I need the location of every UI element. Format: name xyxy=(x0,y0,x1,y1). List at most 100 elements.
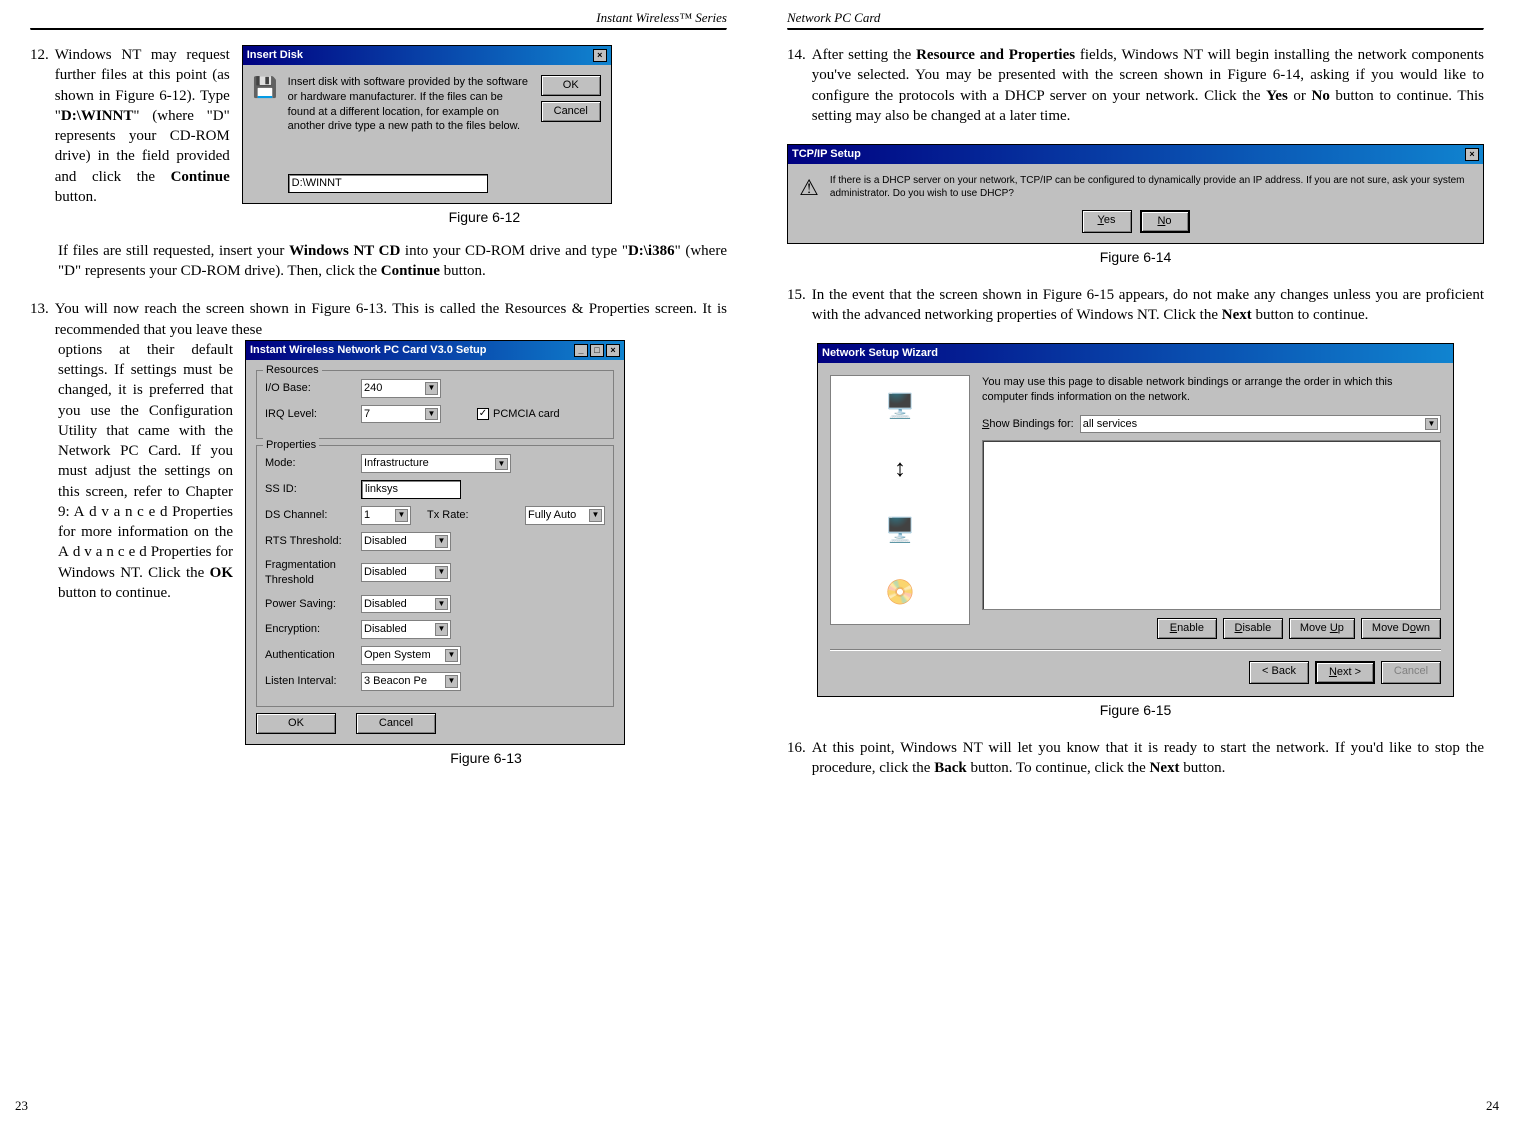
wizard-titlebar: Network Setup Wizard xyxy=(818,344,1453,363)
txrate-label: Tx Rate: xyxy=(427,508,469,523)
show-bindings-select[interactable]: all services▼ xyxy=(1080,415,1441,434)
no-button[interactable]: No xyxy=(1140,210,1190,233)
insert-disk-title: Insert Disk xyxy=(247,48,303,63)
step-12-text: Windows NT may request further files at … xyxy=(55,45,230,207)
left-page: Instant Wireless™ Series 12. Windows NT … xyxy=(0,0,757,1124)
yes-button[interactable]: Yes xyxy=(1082,210,1132,233)
wizard-illustration: 🖥️↕🖥️📀 xyxy=(830,375,970,625)
tcpip-title: TCP/IP Setup xyxy=(792,147,861,162)
page-num-right: 24 xyxy=(1486,1098,1499,1114)
figure-6-14: TCP/IP Setup × ⚠ If there is a DHCP serv… xyxy=(787,144,1484,267)
right-page: Network PC Card 14. After setting the Re… xyxy=(757,0,1514,1124)
mode-label: Mode: xyxy=(265,456,355,471)
rts-select[interactable]: Disabled▼ xyxy=(361,532,451,551)
header-left: Instant Wireless™ Series xyxy=(30,10,727,26)
step-12: 12. Windows NT may request further files… xyxy=(30,45,727,281)
resources-legend: Resources xyxy=(263,363,322,378)
insert-disk-msg: Insert disk with software provided by th… xyxy=(288,75,531,134)
fig-6-15-caption: Figure 6-15 xyxy=(817,701,1454,720)
disk-icon: 💾 xyxy=(253,75,278,193)
frag-select[interactable]: Disabled▼ xyxy=(361,563,451,582)
ps-select[interactable]: Disabled▼ xyxy=(361,595,451,614)
right-content: 14. After setting the Resource and Prope… xyxy=(787,45,1484,779)
tcpip-titlebar: TCP/IP Setup × xyxy=(788,145,1483,164)
listen-label: Listen Interval: xyxy=(265,674,355,689)
close-icon[interactable]: × xyxy=(1465,148,1479,161)
fig-6-12-caption: Figure 6-12 xyxy=(242,208,727,227)
mode-select[interactable]: Infrastructure▼ xyxy=(361,454,511,473)
step-16: 16. At this point, Windows NT will let y… xyxy=(787,738,1484,779)
fig-6-13-caption: Figure 6-13 xyxy=(245,749,727,768)
step-16-text: At this point, Windows NT will let you k… xyxy=(812,738,1484,779)
iobase-select[interactable]: 240▼ xyxy=(361,379,441,398)
step-14: 14. After setting the Resource and Prope… xyxy=(787,45,1484,126)
frag-label: Fragmentation Threshold xyxy=(265,558,355,588)
step-14-num: 14. xyxy=(787,45,806,126)
listen-select[interactable]: 3 Beacon Pe▼ xyxy=(361,672,461,691)
step-13-intro: You will now reach the screen shown in F… xyxy=(55,299,727,340)
properties-group: Properties Mode:Infrastructure▼ SS ID:li… xyxy=(256,445,614,706)
ssid-label: SS ID: xyxy=(265,482,355,497)
max-icon[interactable]: □ xyxy=(590,344,604,357)
ok-button[interactable]: OK xyxy=(541,75,601,96)
txrate-select[interactable]: Fully Auto▼ xyxy=(525,506,605,525)
enc-select[interactable]: Disabled▼ xyxy=(361,620,451,639)
step-16-num: 16. xyxy=(787,738,806,779)
wizard-msg: You may use this page to disable network… xyxy=(982,375,1441,405)
tcpip-msg: If there is a DHCP server on your networ… xyxy=(830,174,1473,201)
rts-label: RTS Threshold: xyxy=(265,534,355,549)
resources-group: Resources I/O Base: 240▼ IRQ Level: 7▼ ✓… xyxy=(256,370,614,440)
wizard-title: Network Setup Wizard xyxy=(822,346,938,361)
properties-legend: Properties xyxy=(263,438,319,453)
figure-6-15: Network Setup Wizard 🖥️↕🖥️📀 You may use … xyxy=(817,343,1454,720)
iobase-label: I/O Base: xyxy=(265,381,355,396)
step-15-num: 15. xyxy=(787,285,806,326)
back-button[interactable]: < Back xyxy=(1249,661,1309,684)
next-button[interactable]: Next > xyxy=(1315,661,1375,684)
header-rule xyxy=(30,28,727,30)
setup-title: Instant Wireless Network PC Card V3.0 Se… xyxy=(250,343,486,358)
bindings-list[interactable] xyxy=(982,440,1441,610)
show-bindings-label: Show Bindings for: xyxy=(982,417,1074,432)
enable-button[interactable]: Enable xyxy=(1157,618,1217,639)
irq-select[interactable]: 7▼ xyxy=(361,405,441,424)
cancel-button[interactable]: Cancel xyxy=(356,713,436,734)
warning-icon: ⚠ xyxy=(798,174,820,202)
path-input[interactable]: D:\WINNT xyxy=(288,174,488,193)
header-rule xyxy=(787,28,1484,30)
step-15-text: In the event that the screen shown in Fi… xyxy=(812,285,1484,326)
step-13: 13. You will now reach the screen shown … xyxy=(30,299,727,767)
ds-label: DS Channel: xyxy=(265,508,355,523)
ds-select[interactable]: 1▼ xyxy=(361,506,411,525)
ok-button[interactable]: OK xyxy=(256,713,336,734)
disable-button[interactable]: Disable xyxy=(1223,618,1283,639)
step-12-num: 12. xyxy=(30,45,49,207)
irq-label: IRQ Level: xyxy=(265,407,355,422)
step-12-after: If files are still requested, insert you… xyxy=(58,241,727,282)
cancel-button[interactable]: Cancel xyxy=(1381,661,1441,684)
step-13-num: 13. xyxy=(30,299,49,340)
ssid-input[interactable]: linksys xyxy=(361,480,461,499)
enc-label: Encryption: xyxy=(265,622,355,637)
step-14-text: After setting the Resource and Propertie… xyxy=(812,45,1484,126)
pcmcia-check[interactable]: ✓PCMCIA card xyxy=(477,407,560,422)
moveup-button[interactable]: Move Up xyxy=(1289,618,1355,639)
page-num-left: 23 xyxy=(15,1098,28,1114)
fig-6-14-caption: Figure 6-14 xyxy=(787,248,1484,267)
figure-6-13: Instant Wireless Network PC Card V3.0 Se… xyxy=(245,340,727,768)
close-icon[interactable]: × xyxy=(593,49,607,62)
setup-titlebar: Instant Wireless Network PC Card V3.0 Se… xyxy=(246,341,624,360)
auth-label: Authentication xyxy=(265,648,355,663)
cancel-button[interactable]: Cancel xyxy=(541,101,601,122)
step-13-text: options at their default settings. If se… xyxy=(58,340,233,603)
insert-disk-titlebar: Insert Disk × xyxy=(243,46,611,65)
auth-select[interactable]: Open System▼ xyxy=(361,646,461,665)
close-icon[interactable]: × xyxy=(606,344,620,357)
figure-6-12: Insert Disk × 💾 Insert disk with softwar… xyxy=(242,45,727,227)
min-icon[interactable]: _ xyxy=(574,344,588,357)
step-15: 15. In the event that the screen shown i… xyxy=(787,285,1484,326)
ps-label: Power Saving: xyxy=(265,597,355,612)
header-right: Network PC Card xyxy=(787,10,1484,26)
left-content: 12. Windows NT may request further files… xyxy=(30,45,727,768)
movedown-button[interactable]: Move Down xyxy=(1361,618,1441,639)
